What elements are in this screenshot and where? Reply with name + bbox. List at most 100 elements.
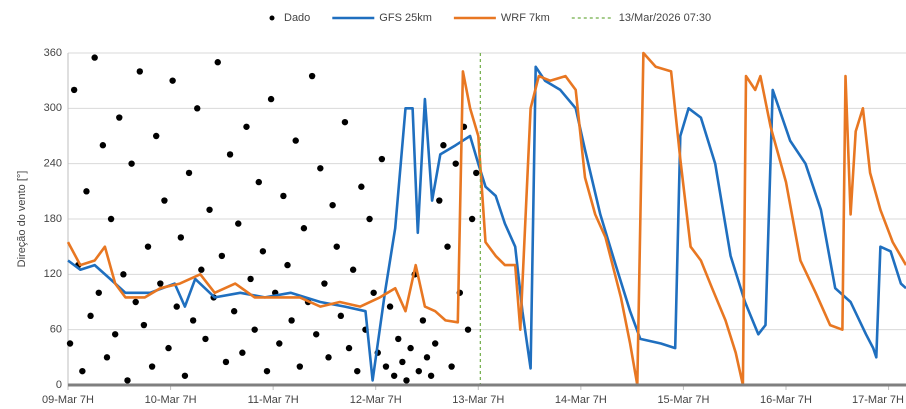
legend-label: Dado: [284, 12, 310, 24]
data-point: [66, 340, 74, 347]
data-point: [370, 289, 377, 296]
data-point: [354, 367, 361, 375]
data-point: [267, 95, 275, 103]
data-point: [230, 308, 238, 315]
data-point: [91, 54, 98, 61]
data-point: [70, 86, 78, 94]
x-tick-label: 15-Mar 7H: [657, 394, 709, 406]
data-point: [284, 261, 291, 269]
data-point: [452, 160, 459, 167]
data-point: [144, 243, 152, 250]
data-point: [308, 72, 316, 80]
data-point: [300, 225, 308, 232]
data-point: [349, 266, 357, 273]
y-tick-label: 360: [44, 47, 62, 59]
data-point: [440, 142, 447, 149]
data-point: [226, 151, 234, 158]
data-point: [235, 220, 242, 227]
x-tick-label: 11-Mar 7H: [248, 394, 299, 406]
data-point: [468, 215, 476, 223]
data-point: [99, 142, 107, 149]
data-point: [436, 197, 443, 204]
x-tick-label: 09-Mar 7H: [42, 394, 94, 406]
data-point: [116, 114, 123, 121]
x-tick-label: 16-Mar 7H: [760, 394, 812, 406]
data-point: [473, 169, 480, 177]
y-tick-label: 180: [44, 213, 62, 225]
data-point: [341, 118, 349, 126]
x-tick-label: 14-Mar 7H: [555, 394, 607, 406]
data-point: [464, 326, 472, 333]
data-point: [432, 340, 439, 347]
data-point: [161, 197, 168, 204]
y-tick-label: 300: [44, 102, 62, 114]
data-point: [79, 367, 86, 375]
data-point: [280, 192, 287, 200]
data-point: [448, 363, 455, 370]
data-point: [296, 363, 304, 370]
data-point: [321, 280, 328, 287]
data-point: [333, 243, 340, 250]
legend-label: 13/Mar/2026 07:30: [619, 12, 711, 24]
y-tick-label: 60: [50, 324, 62, 336]
legend-marker: [269, 15, 275, 21]
data-point: [263, 367, 271, 375]
y-tick-label: 240: [44, 158, 62, 170]
data-point: [181, 372, 189, 379]
data-point: [427, 372, 435, 379]
data-point: [317, 165, 324, 172]
y-axis-title: Direção do vento [°]: [16, 171, 28, 268]
data-point: [107, 215, 115, 223]
data-point: [239, 349, 246, 356]
data-point: [395, 335, 402, 343]
data-point: [140, 321, 148, 329]
legend-label: GFS 25km: [379, 12, 432, 24]
data-point: [222, 358, 230, 366]
data-point: [313, 331, 320, 338]
data-point: [128, 160, 135, 167]
data-point: [157, 280, 164, 287]
legend-label: WRF 7km: [501, 12, 550, 24]
data-point: [378, 155, 386, 163]
data-point: [444, 243, 451, 250]
data-point: [423, 354, 431, 361]
data-point: [292, 137, 299, 144]
data-point: [189, 317, 197, 324]
x-tick-label: 13-Mar 7H: [452, 394, 504, 406]
data-point: [177, 234, 185, 241]
data-point: [169, 77, 176, 84]
data-point: [136, 68, 143, 75]
series-line: [67, 65, 906, 382]
data-point: [251, 326, 258, 333]
data-point: [198, 266, 205, 273]
data-point: [345, 344, 353, 352]
series-line: [66, 51, 906, 387]
data-point: [255, 178, 262, 186]
data-point: [214, 59, 221, 66]
data-point: [415, 367, 422, 375]
data-point: [202, 335, 209, 343]
data-point: [329, 201, 336, 209]
data-point: [366, 215, 373, 223]
data-point: [165, 344, 172, 352]
data-point: [276, 340, 283, 347]
y-tick-label: 0: [56, 379, 62, 391]
data-point: [288, 317, 295, 324]
data-point: [95, 289, 102, 296]
data-point: [111, 331, 119, 338]
data-point: [399, 358, 406, 366]
data-point: [148, 363, 156, 370]
data-point: [124, 377, 131, 384]
data-point: [325, 354, 332, 361]
data-point: [87, 312, 94, 320]
x-tick-label: 10-Mar 7H: [145, 394, 197, 406]
data-point: [403, 377, 410, 384]
data-point: [390, 372, 398, 379]
data-point: [153, 132, 160, 140]
data-point: [194, 105, 201, 112]
data-point: [132, 298, 139, 306]
data-point: [185, 169, 193, 177]
data-point: [419, 317, 427, 324]
